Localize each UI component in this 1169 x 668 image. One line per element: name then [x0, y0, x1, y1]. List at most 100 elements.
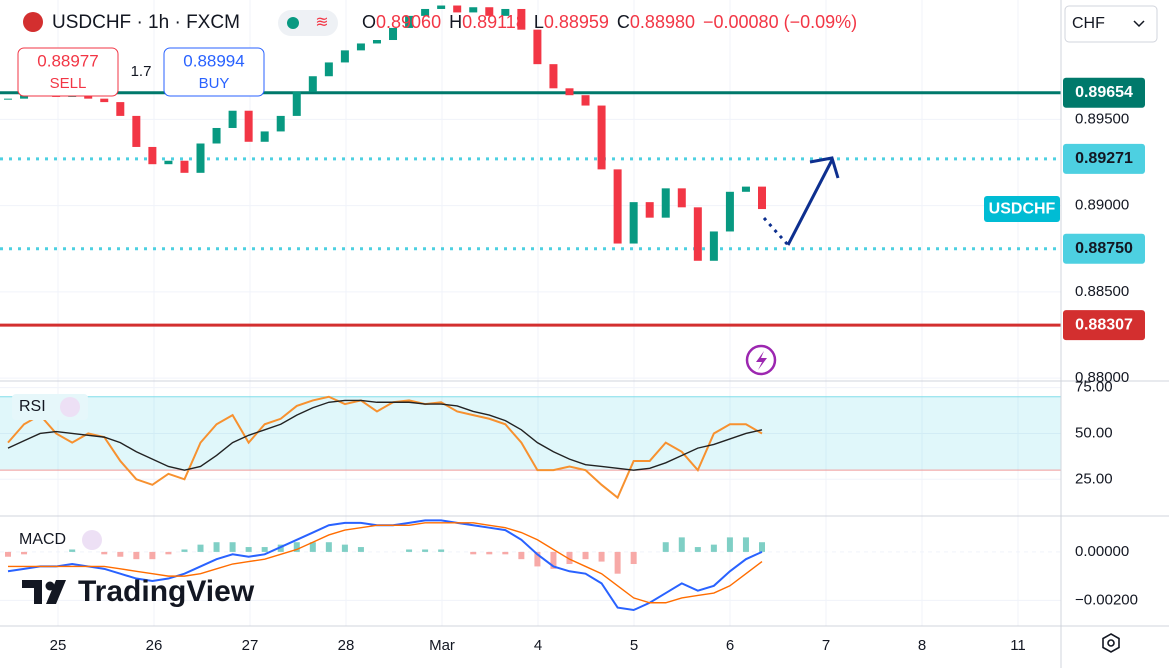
- candle: [758, 186, 766, 210]
- histogram-bar: [406, 549, 413, 552]
- arrow-head: [809, 156, 840, 179]
- candle: [244, 110, 253, 142]
- candle: [389, 27, 398, 41]
- marks-layer: [0, 5, 1061, 612]
- histogram-bar: [117, 551, 124, 557]
- buy-label: BUY: [199, 75, 230, 92]
- sell-label: SELL: [50, 75, 87, 92]
- histogram-bar: [309, 542, 316, 552]
- level-label-box: [1063, 310, 1145, 341]
- ohlc: O0.89060 H0.89118 L0.88959 C0.88980 −0.00080…: [362, 12, 857, 32]
- candle: [581, 95, 590, 106]
- ohlc-label: H: [449, 12, 462, 32]
- y-tick-label: 75.00: [1075, 379, 1113, 396]
- histogram-bar: [486, 551, 493, 555]
- histogram-bar: [726, 537, 733, 552]
- histogram-bar: [181, 549, 188, 552]
- y-tick-label: 0.88000: [1075, 369, 1129, 386]
- x-tick-label: 26: [146, 637, 163, 654]
- rsi-icon[interactable]: [60, 397, 80, 417]
- rsi-title: RSI: [19, 398, 46, 415]
- level-label-box: [1063, 77, 1145, 108]
- logo-mark: [22, 580, 66, 604]
- buy-price: 0.88994: [183, 51, 244, 70]
- y-tick-label: 50.00: [1075, 424, 1113, 441]
- histogram-bar: [566, 551, 573, 565]
- candle: [437, 5, 446, 9]
- candle: [292, 91, 301, 116]
- histogram-bar: [422, 549, 429, 552]
- candle: [565, 88, 574, 96]
- dropdown-caret: [1133, 20, 1145, 28]
- y-tick-label: 25.00: [1075, 470, 1113, 487]
- macd-icon[interactable]: [82, 530, 102, 550]
- macd-title: MACD: [19, 531, 66, 548]
- candle: [597, 105, 606, 170]
- sell-button[interactable]: [17, 47, 119, 97]
- candle: [725, 191, 734, 232]
- x-tick-label: 7: [822, 637, 830, 654]
- histogram-bar: [614, 551, 621, 574]
- candle: [549, 64, 558, 89]
- level-label: 0.89271: [1075, 150, 1133, 167]
- histogram-bar: [742, 537, 749, 552]
- histogram-bar: [662, 542, 669, 552]
- settings-icon[interactable]: [1102, 633, 1120, 653]
- symbol-label: USDCHF: [989, 200, 1056, 217]
- histogram-bar: [710, 544, 717, 552]
- y-tick-label: 0.88500: [1075, 283, 1129, 300]
- candle: [645, 202, 654, 218]
- status-badge[interactable]: [278, 10, 338, 36]
- candle: [661, 188, 670, 218]
- candle: [405, 15, 414, 28]
- series-line: [7, 399, 763, 471]
- histogram-bar: [293, 542, 300, 552]
- candle: [709, 231, 718, 261]
- histogram-bar: [165, 551, 172, 555]
- currency-select[interactable]: [1064, 5, 1158, 43]
- level-label: 0.88750: [1075, 240, 1133, 257]
- labels-layer: 0.89500 0.89000 0.88500 0.88000 25 26 27 28 Mar 4…: [50, 77, 1145, 654]
- sell-price: 0.88977: [37, 51, 98, 70]
- candle: [485, 7, 494, 16]
- series-line: [7, 395, 763, 500]
- histogram-bar: [261, 547, 268, 552]
- histogram-bar: [21, 551, 28, 555]
- spread: 1.7: [131, 63, 152, 80]
- y-tick-label: −0.00200: [1075, 591, 1138, 608]
- annotation-dots: [762, 217, 790, 246]
- y-tick-label: 0.00000: [1075, 543, 1129, 560]
- market-open-dot: [287, 17, 299, 29]
- candle: [677, 188, 686, 208]
- x-tick-label: 11: [1010, 637, 1026, 654]
- level-label: 0.88307: [1075, 316, 1133, 333]
- histogram-bar: [357, 547, 364, 552]
- histogram-bar: [341, 544, 348, 552]
- candle: [517, 8, 526, 30]
- histogram-bar: [534, 551, 541, 567]
- buy-button[interactable]: [163, 47, 265, 97]
- y-tick-label: 0.89000: [1075, 197, 1129, 214]
- candle: [613, 169, 622, 244]
- candle: [164, 160, 173, 165]
- histogram-bar: [5, 551, 11, 557]
- series-line: [8, 522, 763, 604]
- histogram-bar: [582, 551, 589, 560]
- histogram-bar: [245, 547, 252, 552]
- candle: [421, 8, 430, 16]
- histogram-bar: [630, 551, 637, 565]
- candle: [260, 131, 269, 142]
- candle: [276, 115, 285, 132]
- level-label-box: [1063, 143, 1145, 174]
- candle: [20, 95, 29, 99]
- logo-dot: [45, 581, 55, 591]
- ohlc-label: O: [362, 12, 376, 32]
- histogram-bar: [759, 542, 765, 552]
- histogram-bar: [277, 544, 284, 552]
- candle: [212, 127, 221, 144]
- candle: [453, 5, 462, 13]
- flag-icon: [23, 12, 43, 32]
- candle: [196, 143, 205, 173]
